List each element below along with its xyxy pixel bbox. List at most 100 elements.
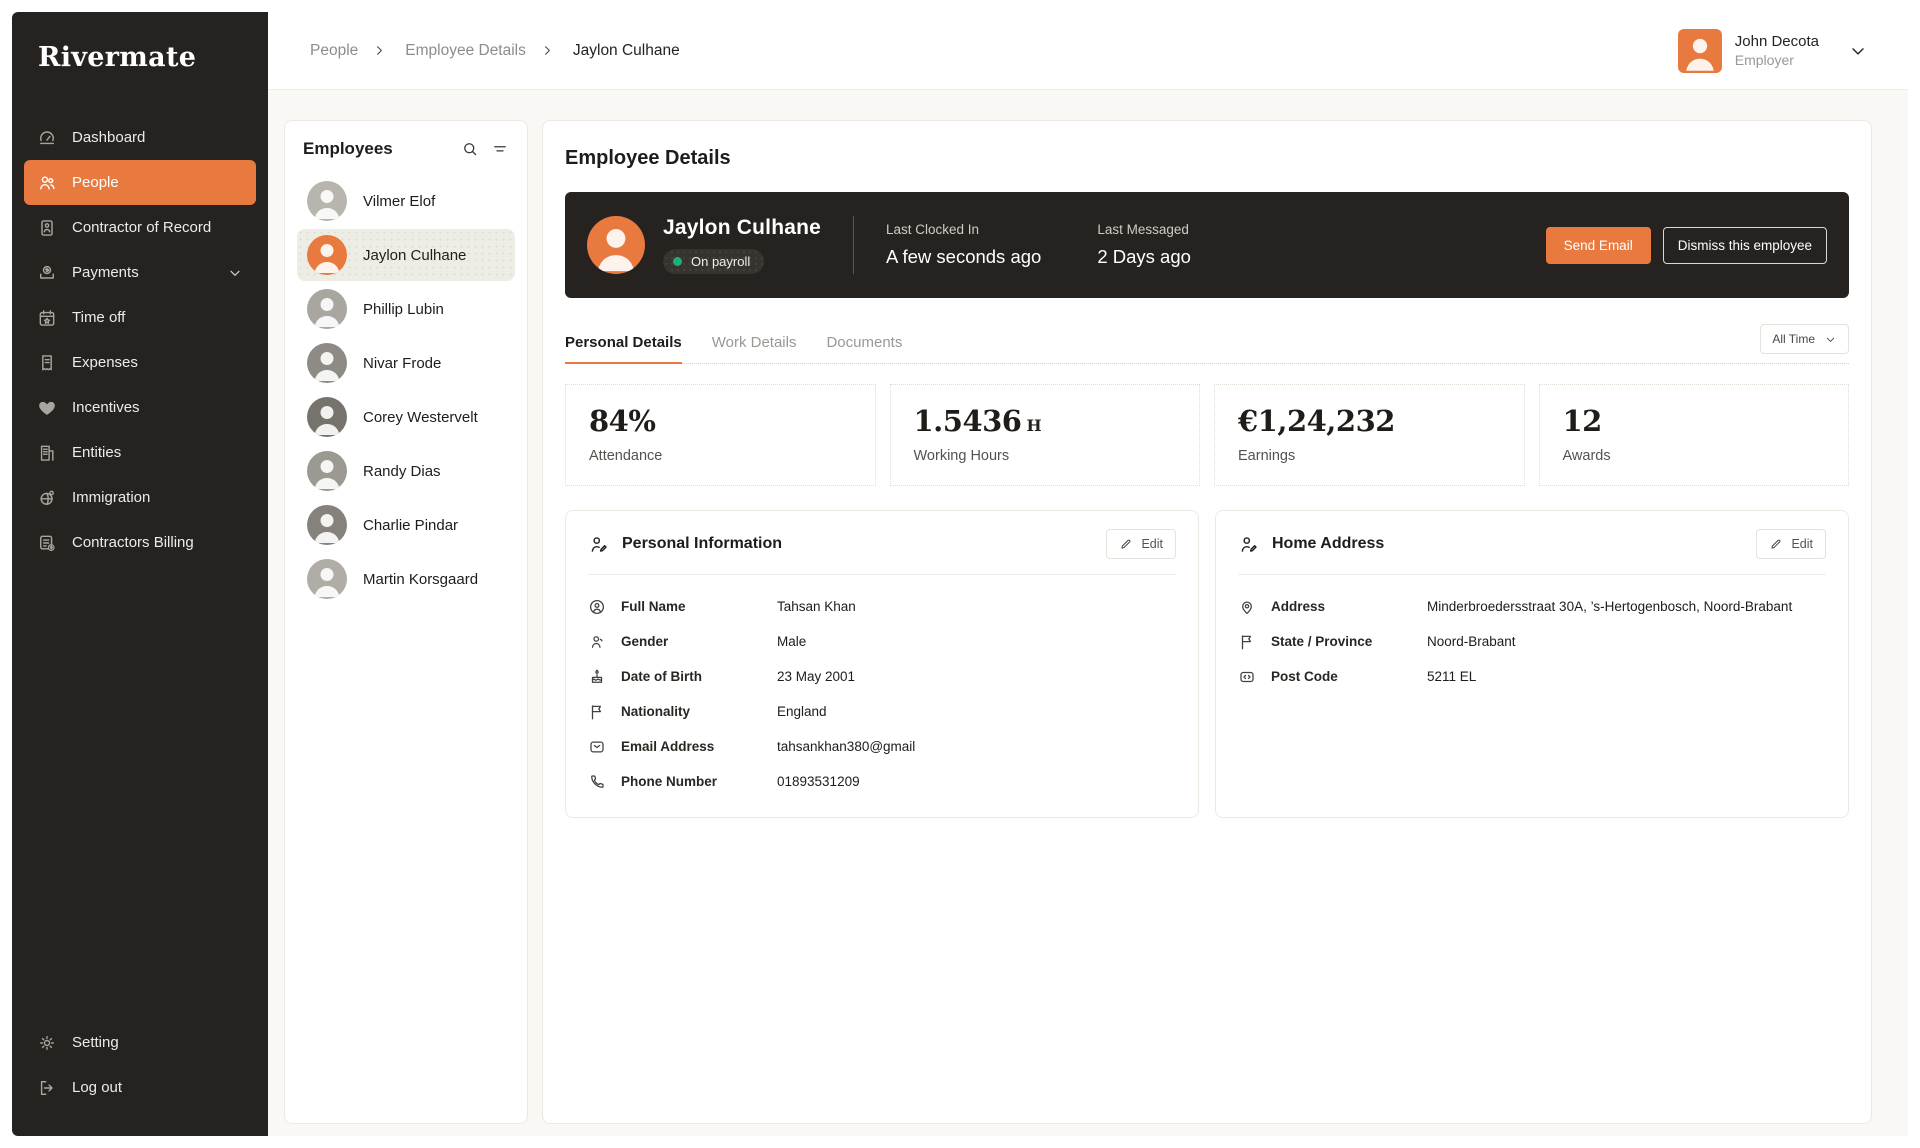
sidebar-spacer bbox=[12, 565, 268, 1020]
user-menu[interactable]: John Decota Employer bbox=[1678, 29, 1868, 73]
info-row-label: Post Code bbox=[1271, 669, 1413, 684]
employee-list-item[interactable]: Charlie Pindar bbox=[297, 499, 515, 551]
edit-label: Edit bbox=[1141, 537, 1163, 551]
sidebar-item-log-out[interactable]: Log out bbox=[24, 1065, 256, 1110]
sidebar-item-label: Contractor of Record bbox=[72, 219, 211, 236]
stat-value: 84% bbox=[589, 404, 655, 438]
user-role: Employer bbox=[1735, 52, 1819, 68]
tab-personal-details[interactable]: Personal Details bbox=[565, 334, 682, 364]
sidebar-item-setting[interactable]: Setting bbox=[24, 1020, 256, 1065]
employee-list-item[interactable]: Vilmer Elof bbox=[297, 175, 515, 227]
last-messaged-value: 2 Days ago bbox=[1097, 246, 1191, 268]
avatar bbox=[307, 343, 347, 383]
last-messaged: Last Messaged 2 Days ago bbox=[1097, 222, 1191, 268]
sidebar-item-label: Expenses bbox=[72, 354, 138, 371]
filter-icon[interactable] bbox=[491, 140, 509, 158]
stat-label: Earnings bbox=[1238, 448, 1501, 464]
cake-icon bbox=[588, 668, 606, 686]
employee-list-item[interactable]: Randy Dias bbox=[297, 445, 515, 497]
content-area: Employees Vilmer Elof Jaylon Culhane Phi… bbox=[268, 90, 1908, 1136]
employee-list-item[interactable]: Martin Korsgaard bbox=[297, 553, 515, 605]
stat-value: 12 bbox=[1563, 404, 1602, 438]
app-window: Rivermate Dashboard People Contractor of… bbox=[12, 12, 1908, 1136]
sidebar-item-label: Contractors Billing bbox=[72, 534, 194, 551]
sidebar: Rivermate Dashboard People Contractor of… bbox=[12, 12, 268, 1136]
card-header: Personal Information Edit bbox=[588, 529, 1176, 559]
breadcrumb: People Employee Details Jaylon Culhane bbox=[310, 42, 680, 60]
receipt-icon bbox=[37, 353, 57, 373]
sidebar-item-label: Setting bbox=[72, 1034, 119, 1051]
pencil-icon bbox=[1769, 537, 1783, 551]
sidebar-item-label: Entities bbox=[72, 444, 121, 461]
sidebar-item-entities[interactable]: Entities bbox=[24, 430, 256, 475]
breadcrumb-item-employee-details: Employee Details bbox=[405, 42, 569, 60]
sidebar-item-label: Log out bbox=[72, 1079, 122, 1096]
breadcrumb-item-people: People bbox=[310, 42, 401, 60]
user-name: John Decota bbox=[1735, 33, 1819, 50]
sidebar-item-dashboard[interactable]: Dashboard bbox=[24, 115, 256, 160]
chevron-right-icon bbox=[372, 43, 387, 58]
building-icon bbox=[37, 443, 57, 463]
edit-home-address-button[interactable]: Edit bbox=[1756, 529, 1826, 559]
chevron-down-icon[interactable] bbox=[1848, 41, 1868, 61]
breadcrumb-link[interactable]: People bbox=[310, 42, 358, 60]
personal-information-card: Personal Information Edit Full Name Tahs… bbox=[565, 510, 1199, 818]
info-row-value: Tahsan Khan bbox=[777, 599, 856, 614]
search-icon[interactable] bbox=[461, 140, 479, 158]
billing-icon bbox=[37, 533, 57, 553]
info-row-address: Address Minderbroedersstraat 30A, ’s-Her… bbox=[1238, 589, 1826, 624]
sidebar-item-people[interactable]: People bbox=[24, 160, 256, 205]
person-edit-icon bbox=[1238, 534, 1259, 555]
person-edit-icon bbox=[588, 534, 609, 555]
employee-list-item[interactable]: Jaylon Culhane bbox=[297, 229, 515, 281]
sidebar-item-expenses[interactable]: Expenses bbox=[24, 340, 256, 385]
tabs-row: Personal Details Work Details Documents … bbox=[565, 324, 1849, 364]
status-badge: On payroll bbox=[663, 249, 764, 274]
employee-name-block: Jaylon Culhane On payroll bbox=[663, 216, 821, 274]
stat-card-attendance: 84% Attendance bbox=[565, 384, 876, 486]
id-card-icon bbox=[37, 218, 57, 238]
sidebar-nav: Dashboard People Contractor of Record Pa… bbox=[12, 115, 268, 565]
stat-value-line: 84% bbox=[589, 404, 852, 438]
personal-info-rows: Full Name Tahsan Khan Gender Male Date o… bbox=[588, 589, 1176, 799]
breadcrumb-link[interactable]: Employee Details bbox=[405, 42, 526, 60]
last-clocked-in: Last Clocked In A few seconds ago bbox=[886, 222, 1041, 268]
globe-icon bbox=[37, 488, 57, 508]
info-row-label: Nationality bbox=[621, 704, 763, 719]
employee-name: Martin Korsgaard bbox=[363, 571, 478, 588]
employee-list-item[interactable]: Corey Westervelt bbox=[297, 391, 515, 443]
breadcrumb-item-jaylon-culhane: Jaylon Culhane bbox=[573, 42, 680, 60]
sidebar-item-time-off[interactable]: Time off bbox=[24, 295, 256, 340]
card-header: Home Address Edit bbox=[1238, 529, 1826, 559]
payments-icon bbox=[37, 263, 57, 283]
sidebar-item-contractor-of-record[interactable]: Contractor of Record bbox=[24, 205, 256, 250]
info-row-value: Male bbox=[777, 634, 806, 649]
info-row-post-code: Post Code 5211 EL bbox=[1238, 659, 1826, 694]
tab-work-details[interactable]: Work Details bbox=[712, 334, 797, 364]
sidebar-item-incentives[interactable]: Incentives bbox=[24, 385, 256, 430]
last-clocked-in-label: Last Clocked In bbox=[886, 222, 1041, 237]
dismiss-employee-button[interactable]: Dismiss this employee bbox=[1663, 227, 1827, 264]
employee-list-item[interactable]: Nivar Frode bbox=[297, 337, 515, 389]
flag-icon bbox=[1238, 633, 1256, 651]
employee-name: Phillip Lubin bbox=[363, 301, 444, 318]
sidebar-item-immigration[interactable]: Immigration bbox=[24, 475, 256, 520]
gear-icon bbox=[37, 1033, 57, 1053]
card-title: Home Address bbox=[1272, 535, 1384, 553]
sidebar-item-label: Dashboard bbox=[72, 129, 145, 146]
sidebar-item-label: Payments bbox=[72, 264, 139, 281]
divider bbox=[1238, 574, 1826, 575]
sidebar-item-payments[interactable]: Payments bbox=[24, 250, 256, 295]
avatar bbox=[307, 397, 347, 437]
info-row-label: Email Address bbox=[621, 739, 763, 754]
stat-value-line: 12 bbox=[1563, 404, 1826, 438]
employee-list-item[interactable]: Phillip Lubin bbox=[297, 283, 515, 335]
tab-documents[interactable]: Documents bbox=[826, 334, 902, 364]
info-cards: Personal Information Edit Full Name Tahs… bbox=[565, 510, 1849, 818]
send-email-button[interactable]: Send Email bbox=[1546, 227, 1651, 264]
edit-personal-info-button[interactable]: Edit bbox=[1106, 529, 1176, 559]
sidebar-item-contractors-billing[interactable]: Contractors Billing bbox=[24, 520, 256, 565]
chevron-down-icon bbox=[227, 265, 243, 281]
chevron-right-icon bbox=[540, 43, 555, 58]
time-filter-dropdown[interactable]: All Time bbox=[1760, 324, 1849, 354]
